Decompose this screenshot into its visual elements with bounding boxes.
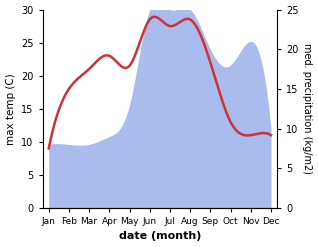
Y-axis label: max temp (C): max temp (C)	[5, 73, 16, 144]
Y-axis label: med. precipitation (kg/m2): med. precipitation (kg/m2)	[302, 43, 313, 174]
X-axis label: date (month): date (month)	[119, 231, 201, 242]
